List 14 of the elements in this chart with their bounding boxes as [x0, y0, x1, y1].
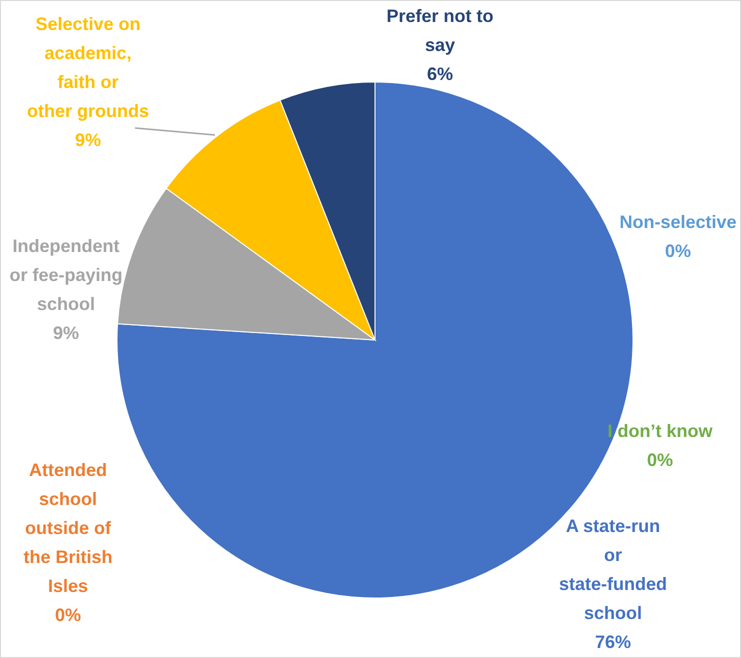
data-label: 9%: [74, 130, 102, 150]
category-label: Non-selective: [619, 212, 737, 232]
data-label: 9%: [52, 323, 80, 343]
slice-label: Prefer not to say: [386, 6, 494, 55]
data-label: 76%: [594, 632, 632, 652]
slice-label: Independent or fee-paying school: [9, 236, 123, 314]
category-label: Attended school outside of the British Isles: [23, 460, 113, 596]
text: 0%: [664, 241, 692, 261]
category-label: I don’t know: [608, 421, 712, 441]
data-label: 6%: [426, 64, 454, 84]
text: 0%: [646, 450, 674, 470]
slice-label: A state-run or state-funded school: [559, 516, 667, 623]
text: 0%: [54, 605, 82, 625]
slice-label: Selective on academic, faith or other grounds: [27, 14, 149, 121]
